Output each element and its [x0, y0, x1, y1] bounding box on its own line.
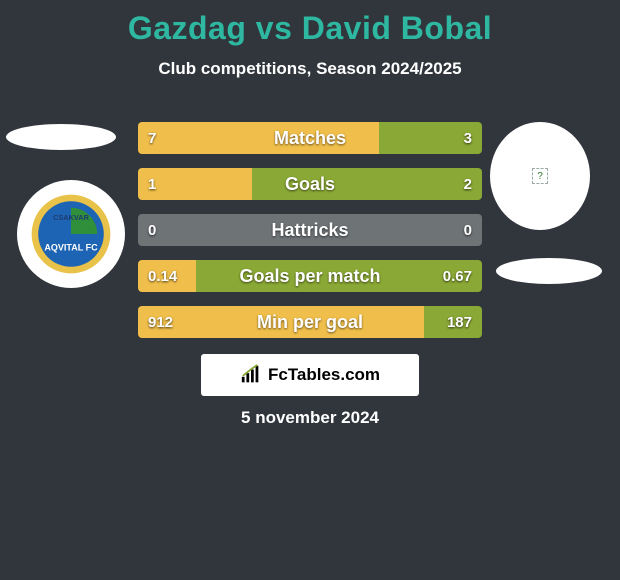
stat-bar-left — [138, 214, 310, 246]
stat-bar-right — [252, 168, 482, 200]
stat-bar-left — [138, 260, 196, 292]
player-left-shadow — [6, 124, 116, 150]
player-right-shadow — [496, 258, 602, 284]
club-badge-left: CSAKVAR AQVITAL FC — [17, 180, 125, 288]
stat-bar-left — [138, 168, 252, 200]
stats-bars: Matches73 Goals12 Hattricks00 Goals per mat… — [138, 122, 482, 352]
stat-bar-left — [138, 122, 379, 154]
date-text: 5 november 2024 — [0, 408, 620, 428]
stat-bar-right — [424, 306, 482, 338]
page-title: Gazdag vs David Bobal — [0, 0, 620, 47]
brand-box: FcTables.com — [201, 354, 419, 396]
svg-text:CSAKVAR: CSAKVAR — [53, 213, 90, 222]
stat-row: Min per goal912187 — [138, 306, 482, 338]
svg-text:AQVITAL FC: AQVITAL FC — [44, 242, 98, 252]
stat-row: Goals per match0.140.67 — [138, 260, 482, 292]
club-badge-right: ? — [490, 122, 590, 230]
stat-row: Hattricks00 — [138, 214, 482, 246]
club-crest-icon: CSAKVAR AQVITAL FC — [30, 193, 112, 275]
stat-bar-left — [138, 306, 424, 338]
brand-text: FcTables.com — [268, 365, 380, 385]
stat-bar-right — [310, 214, 482, 246]
subtitle: Club competitions, Season 2024/2025 — [0, 59, 620, 79]
placeholder-icon: ? — [532, 168, 548, 184]
stat-row: Goals12 — [138, 168, 482, 200]
stat-bar-right — [196, 260, 482, 292]
stat-bar-right — [379, 122, 482, 154]
stat-row: Matches73 — [138, 122, 482, 154]
bar-chart-icon — [240, 364, 262, 386]
